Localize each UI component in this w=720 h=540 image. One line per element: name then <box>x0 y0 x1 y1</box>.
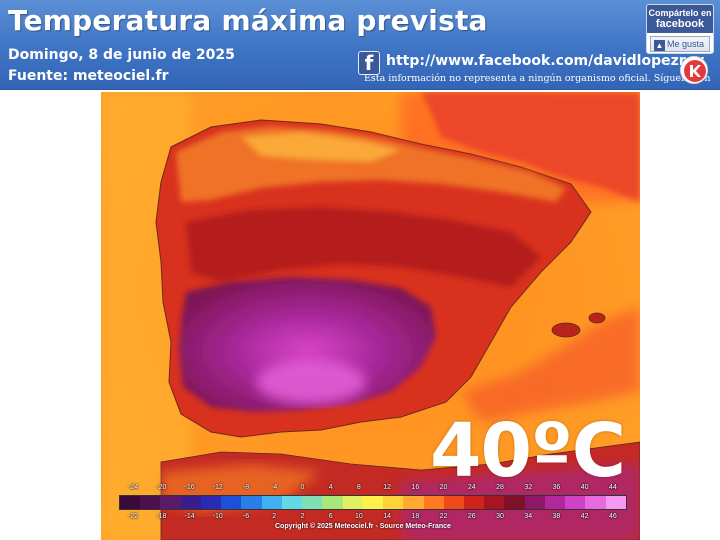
scale-swatch <box>504 496 525 509</box>
scale-swatch <box>484 496 505 509</box>
scale-swatch <box>180 496 201 509</box>
map-copyright: Copyright © 2025 Meteociel.fr - Source M… <box>275 523 451 530</box>
scale-swatch <box>221 496 242 509</box>
scale-tick-label: 24 <box>467 484 476 491</box>
scale-tick-label: -24 <box>128 484 139 491</box>
scale-tick-label: 2 <box>272 513 277 520</box>
scale-swatch <box>544 496 566 509</box>
facebook-share-widget[interactable]: Compártelo en facebook ▲ Me gusta <box>646 4 714 54</box>
scale-swatch <box>524 496 545 509</box>
scale-tick-label: -22 <box>128 513 139 520</box>
scale-swatch <box>160 496 181 509</box>
scale-tick-label: -16 <box>184 484 195 491</box>
page-title: Temperatura máxima prevista <box>8 4 488 37</box>
facebook-link[interactable]: http://www.facebook.com/davidlopezrey <box>386 53 705 69</box>
scale-tick-label: -12 <box>212 484 223 491</box>
scale-tick-label: 36 <box>552 484 561 491</box>
scale-tick-label: 42 <box>580 513 589 520</box>
header-banner: Temperatura máxima prevista Domingo, 8 d… <box>0 0 720 90</box>
scale-swatch <box>565 496 586 509</box>
like-button-label: Me gusta <box>667 39 705 49</box>
scale-swatch <box>342 496 363 509</box>
share-facebook-label: facebook <box>655 18 705 30</box>
scale-tick-label: 38 <box>552 513 561 520</box>
scale-tick-label: 8 <box>356 484 361 491</box>
scale-tick-label: -6 <box>242 513 250 520</box>
scale-swatch <box>403 496 424 509</box>
author-logo-icon[interactable] <box>680 56 708 84</box>
scale-tick-label: 46 <box>608 513 617 520</box>
scale-tick-label: 40 <box>580 484 589 491</box>
scale-tick-label: -20 <box>156 484 167 491</box>
scale-swatch <box>281 496 303 509</box>
scale-tick-label: 26 <box>467 513 476 520</box>
scale-tick-label: 30 <box>496 513 504 520</box>
data-source: Fuente: meteociel.fr <box>8 68 169 84</box>
scale-tick-label: 28 <box>496 484 504 491</box>
scale-tick-label: 44 <box>608 484 617 491</box>
scale-tick-label: -4 <box>271 484 278 491</box>
scale-swatch <box>585 496 606 509</box>
facebook-icon[interactable]: f <box>358 51 380 75</box>
disclaimer-text: Esta información no representa a ningún … <box>364 73 711 84</box>
temperature-map <box>101 92 640 540</box>
scale-swatch <box>443 496 464 509</box>
scale-swatch <box>140 496 161 509</box>
scale-swatch <box>463 496 485 509</box>
scale-swatch <box>200 496 222 509</box>
scale-tick-label: 32 <box>524 484 533 491</box>
share-label: Compártelo en <box>648 8 712 18</box>
scale-swatch <box>302 496 323 509</box>
scale-tick-label: 0 <box>300 484 305 491</box>
hot-core-region <box>179 277 436 412</box>
temperature-color-scale <box>119 495 627 510</box>
like-button[interactable]: ▲ Me gusta <box>650 36 710 52</box>
scale-swatch <box>120 496 141 509</box>
scale-tick-label: 12 <box>383 484 392 491</box>
thumbs-up-icon: ▲ <box>654 40 665 51</box>
scale-tick-label: -10 <box>212 513 223 520</box>
scale-swatch <box>362 496 384 509</box>
scale-tick-label: 4 <box>328 484 333 491</box>
headline-temperature: 40ºC <box>430 408 626 494</box>
scale-tick-label: 6 <box>328 513 333 520</box>
scale-tick-label: 2 <box>300 513 305 520</box>
scale-swatch <box>383 496 404 509</box>
scale-swatch <box>322 496 343 509</box>
scale-tick-label: 18 <box>411 513 420 520</box>
share-banner: Compártelo en facebook <box>647 5 713 33</box>
scale-tick-label: -18 <box>156 513 167 520</box>
scale-bottom-labels: -22 -18 -14 -10 -6 2 2 6 10 14 18 22 26 30 34 38 42 46 <box>119 513 627 523</box>
scale-tick-label: 16 <box>411 484 420 491</box>
scale-tick-label: 10 <box>354 513 363 520</box>
scale-swatch <box>241 496 262 509</box>
scale-swatch <box>423 496 444 509</box>
scale-tick-label: 14 <box>383 513 392 520</box>
scale-swatch <box>261 496 282 509</box>
scale-tick-label: -14 <box>184 513 195 520</box>
scale-tick-label: -8 <box>242 484 250 491</box>
scale-tick-label: 34 <box>524 513 533 520</box>
scale-tick-label: 22 <box>439 513 448 520</box>
balearic-islands <box>551 322 581 338</box>
scale-top-labels: -24 -20 -16 -12 -8 -4 0 4 8 12 16 20 24 28 32 36 40 44 <box>119 484 627 494</box>
scale-tick-label: 20 <box>439 484 448 491</box>
forecast-date: Domingo, 8 de junio de 2025 <box>8 47 235 63</box>
scale-swatch <box>605 496 626 509</box>
